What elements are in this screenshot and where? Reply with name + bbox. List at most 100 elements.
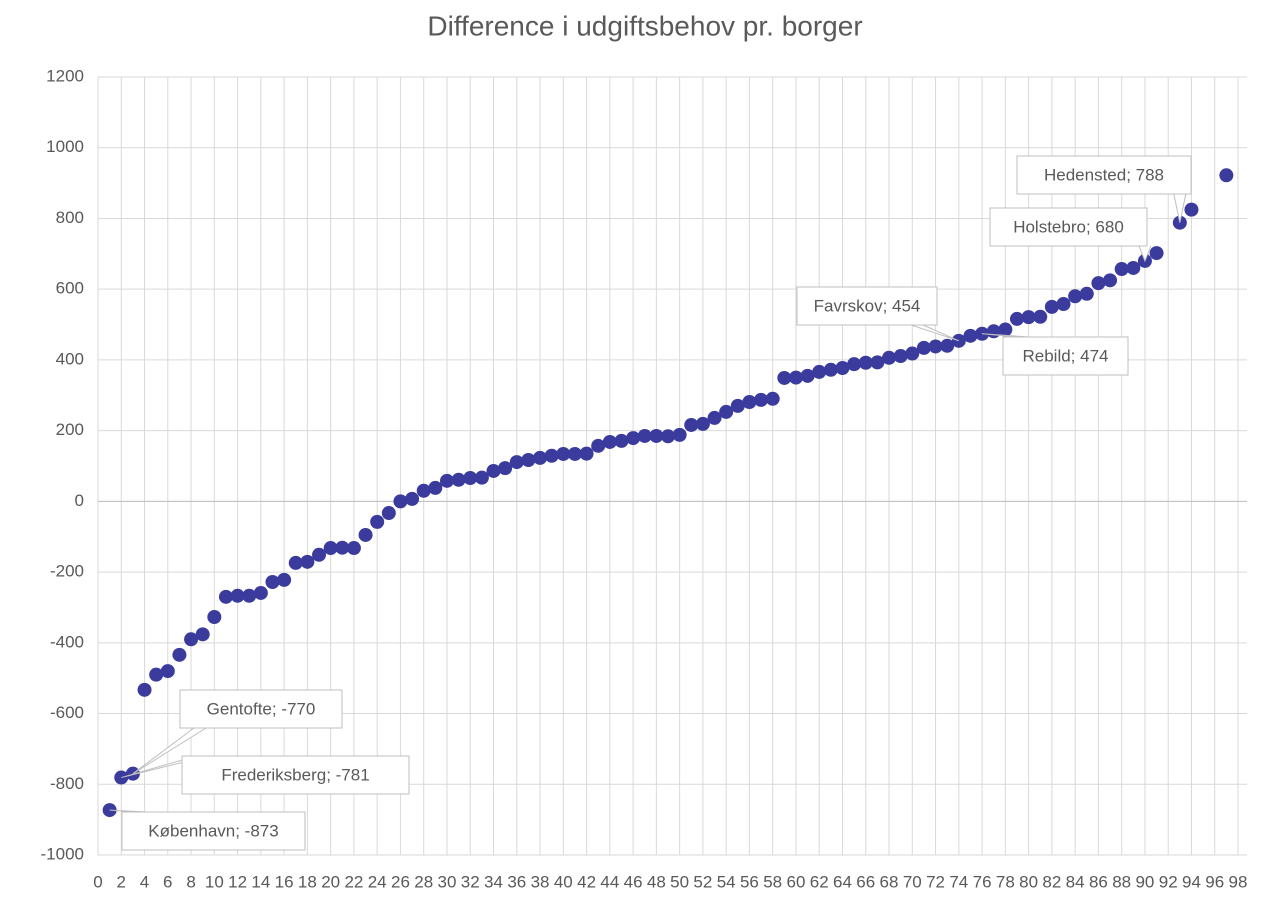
x-tick-label: 54 — [717, 872, 736, 891]
point — [998, 322, 1013, 337]
point — [928, 339, 943, 354]
point — [137, 682, 152, 697]
point — [870, 355, 885, 370]
callout-pointer — [132, 727, 207, 775]
point — [800, 368, 815, 383]
point — [916, 340, 931, 355]
x-tick-label: 6 — [163, 872, 172, 891]
point — [242, 588, 257, 603]
x-tick-label: 10 — [205, 872, 224, 891]
point — [393, 494, 408, 509]
point — [591, 438, 606, 453]
x-tick-label: 28 — [414, 872, 433, 891]
x-tick-label: 8 — [186, 872, 195, 891]
x-tick-label: 78 — [996, 872, 1015, 891]
x-tick-label: 40 — [554, 872, 573, 891]
point — [149, 667, 164, 682]
callout-pointer — [1173, 193, 1187, 223]
point — [463, 471, 478, 486]
point — [847, 357, 862, 372]
point — [602, 434, 617, 449]
point — [788, 370, 803, 385]
point — [277, 572, 292, 587]
point — [160, 664, 175, 679]
x-tick-label: 22 — [344, 872, 363, 891]
point — [370, 514, 385, 529]
callout-label: Gentofte; -770 — [207, 699, 316, 718]
chart-title: Difference i udgiftsbehov pr. borger — [427, 10, 862, 41]
x-tick-label: 74 — [949, 872, 968, 891]
point — [940, 338, 955, 353]
point — [1103, 273, 1118, 288]
point — [905, 346, 920, 361]
point — [172, 647, 187, 662]
x-tick-label: 96 — [1205, 872, 1224, 891]
point — [1149, 246, 1164, 261]
x-tick-label: 32 — [461, 872, 480, 891]
x-tick-label: 86 — [1089, 872, 1108, 891]
callout-box — [1016, 155, 1192, 195]
point — [405, 491, 420, 506]
x-tick-label: 92 — [1159, 872, 1178, 891]
x-tick-label: 84 — [1066, 872, 1085, 891]
point — [882, 350, 897, 365]
point — [567, 446, 582, 461]
callout-label: København; -873 — [148, 821, 278, 840]
x-tick-label: 70 — [903, 872, 922, 891]
point — [300, 554, 315, 569]
point — [719, 404, 734, 419]
point — [253, 585, 268, 600]
callout-pointer — [1138, 245, 1152, 263]
point — [358, 527, 373, 542]
point — [288, 555, 303, 570]
y-tick-label: -400 — [50, 632, 84, 651]
point — [474, 470, 489, 485]
callout-label: Favrskov; 454 — [814, 296, 921, 315]
point — [858, 355, 873, 370]
point — [1033, 309, 1048, 324]
point — [661, 429, 675, 444]
point — [1126, 260, 1141, 275]
x-tick-label: 46 — [624, 872, 643, 891]
point — [428, 480, 443, 495]
y-tick-label: 200 — [56, 420, 84, 439]
point — [230, 588, 245, 603]
y-tick-label: 800 — [56, 208, 84, 227]
point — [1044, 299, 1059, 314]
point — [486, 463, 501, 478]
x-tick-label: 90 — [1135, 872, 1154, 891]
point — [684, 417, 699, 432]
point — [1009, 311, 1024, 326]
callout-pointer — [121, 755, 209, 779]
point — [637, 428, 652, 443]
point — [695, 416, 710, 431]
point — [509, 455, 524, 470]
point — [265, 574, 280, 589]
callout-box — [179, 689, 343, 729]
point — [823, 362, 838, 377]
x-tick-label: 82 — [1042, 872, 1061, 891]
x-tick-label: 38 — [531, 872, 550, 891]
y-tick-label: 1200 — [46, 66, 84, 85]
x-tick-label: 60 — [786, 872, 805, 891]
y-tick-label: 600 — [56, 279, 84, 298]
x-tick-label: 14 — [251, 872, 270, 891]
point — [579, 446, 594, 461]
x-tick-label: 42 — [577, 872, 596, 891]
point — [498, 461, 513, 476]
x-tick-label: 36 — [507, 872, 526, 891]
point — [439, 473, 454, 488]
x-tick-label: 94 — [1182, 872, 1201, 891]
callout-box — [1002, 336, 1129, 376]
point — [893, 349, 908, 364]
point — [1079, 286, 1094, 301]
x-tick-label: 62 — [810, 872, 829, 891]
point — [765, 391, 780, 406]
x-tick-label: 72 — [926, 872, 945, 891]
x-tick-label: 16 — [275, 872, 294, 891]
y-tick-label: -200 — [50, 562, 84, 581]
point — [451, 472, 466, 487]
callout-label: Rebild; 474 — [1022, 346, 1108, 365]
